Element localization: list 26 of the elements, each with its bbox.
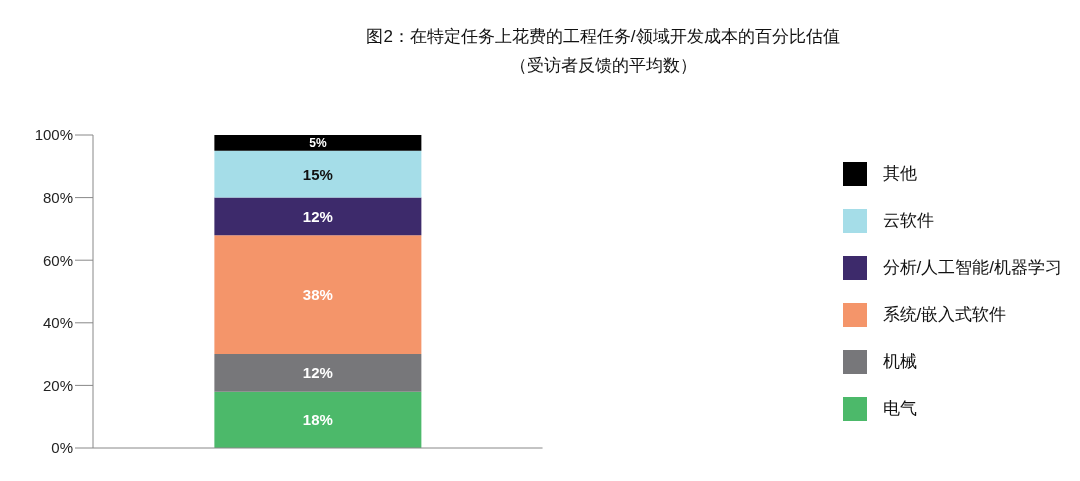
data-label: 38% bbox=[302, 286, 333, 304]
y-tick-label: 40% bbox=[42, 314, 73, 332]
data-label: 18% bbox=[302, 411, 333, 429]
y-tick-label: 0% bbox=[51, 439, 73, 457]
data-label: 12% bbox=[302, 207, 333, 225]
bar bbox=[214, 197, 422, 236]
text: 图2：在特定任务上花费的工程任务/领域开发成本的百分比估值 bbox=[365, 26, 841, 48]
bar bbox=[214, 391, 422, 448]
bar bbox=[214, 135, 422, 151]
bar bbox=[214, 354, 422, 392]
legend-label: 其他 bbox=[882, 163, 917, 185]
legend-label: 分析/人工智能/机器学习 bbox=[882, 257, 1062, 279]
data-label: 12% bbox=[302, 364, 333, 382]
legend-label: 云软件 bbox=[882, 210, 934, 232]
y-tick-label: 60% bbox=[42, 251, 73, 269]
legend-label: 系统/嵌入式软件 bbox=[882, 304, 1007, 326]
bar bbox=[214, 150, 422, 198]
y-tick-label: 100% bbox=[34, 126, 73, 144]
legend-label: 电气 bbox=[882, 398, 917, 420]
data-label: 5% bbox=[309, 135, 327, 150]
y-tick-label: 80% bbox=[42, 188, 73, 206]
data-label: 15% bbox=[302, 165, 333, 183]
y-tick-label: 20% bbox=[42, 376, 73, 394]
legend-label: 机械 bbox=[882, 351, 917, 373]
bar bbox=[214, 235, 422, 355]
text: （受访者反馈的平均数） bbox=[508, 55, 698, 77]
